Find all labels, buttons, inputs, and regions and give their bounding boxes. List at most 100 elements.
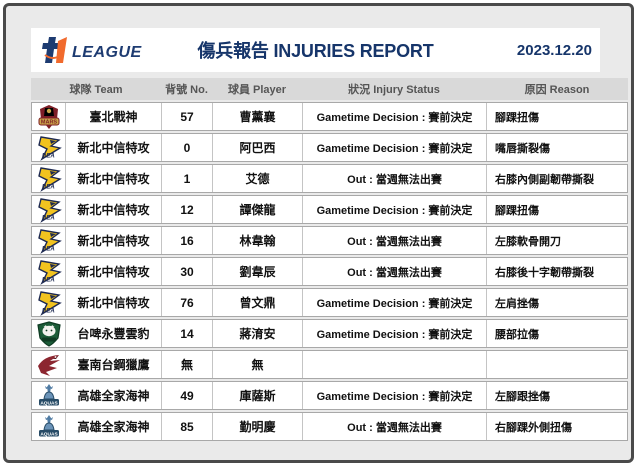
team-logo-cell: AQUAS xyxy=(32,413,66,440)
team-logo-cell: DEA xyxy=(32,227,66,254)
svg-text:AQUAS: AQUAS xyxy=(40,431,58,437)
column-header-team: 球隊 Team xyxy=(69,84,123,96)
table-row: AQUAS 高雄全家海神 85 勤明慶 Out : 當週無法出賽 右腳踝外側扭傷 xyxy=(31,412,628,441)
table-row: AQUAS 高雄全家海神 49 庫薩斯 Gametime Decision : … xyxy=(31,381,628,410)
jersey-number-cell: 57 xyxy=(162,103,213,130)
column-header-player: 球員 Player xyxy=(227,84,287,96)
team-logo-cell: DEA xyxy=(32,196,66,223)
team-logo-cell: AQUAS xyxy=(32,382,66,409)
svg-text:DEA: DEA xyxy=(42,215,55,221)
team-name-cell: 高雄全家海神 xyxy=(66,382,162,409)
jersey-number-cell: 85 xyxy=(162,413,213,440)
team-logo-cell: DEA xyxy=(32,134,66,161)
player-name-cell: 阿巴西 xyxy=(213,134,303,161)
team-logo-cell: DEA xyxy=(32,289,66,316)
dea-logo: DEA xyxy=(36,228,62,254)
team-name-cell: 新北中信特攻 xyxy=(66,289,162,316)
table-row: DEA 新北中信特攻 30 劉韋辰 Out : 當週無法出賽 右膝後十字韌帶撕裂 xyxy=(31,257,628,286)
t1-league-logo: LEAGUE xyxy=(39,35,149,70)
team-name-cell: 新北中信特攻 xyxy=(66,258,162,285)
injury-status-cell: Gametime Decision : 賽前決定 xyxy=(303,382,487,409)
player-name-cell: 庫薩斯 xyxy=(213,382,303,409)
team-logo-cell xyxy=(32,351,66,378)
injury-reason-cell: 右膝後十字韌帶撕裂 xyxy=(495,266,594,279)
team-name-cell: 臺南台鋼獵鷹 xyxy=(66,351,162,378)
team-name-cell: 新北中信特攻 xyxy=(66,227,162,254)
table-row: MARS 臺北戰神 57 曹薰襄 Gametime Decision : 賽前決… xyxy=(31,102,628,131)
player-name-cell: 劉韋辰 xyxy=(213,258,303,285)
jersey-number-cell: 0 xyxy=(162,134,213,161)
leopards-logo xyxy=(36,320,62,347)
svg-text:DEA: DEA xyxy=(42,308,55,314)
team-logo-cell: DEA xyxy=(32,165,66,192)
jersey-number-cell: 16 xyxy=(162,227,213,254)
table-body: MARS 臺北戰神 57 曹薰襄 Gametime Decision : 賽前決… xyxy=(31,102,628,441)
jersey-number-cell: 1 xyxy=(162,165,213,192)
svg-text:DEA: DEA xyxy=(42,277,55,283)
injury-status-cell: Gametime Decision : 賽前決定 xyxy=(303,103,487,130)
injury-reason-cell: 左膝軟骨開刀 xyxy=(495,235,561,248)
injury-status-cell: Gametime Decision : 賽前決定 xyxy=(303,196,487,223)
team-logo-cell xyxy=(32,320,66,347)
injury-reason-cell: 腳踝扭傷 xyxy=(495,111,539,124)
aquas-logo: AQUAS xyxy=(36,414,62,440)
injury-status-cell: Out : 當週無法出賽 xyxy=(303,165,487,192)
ghosthawks-logo xyxy=(36,352,62,378)
injury-reason-cell: 腰部拉傷 xyxy=(495,328,539,341)
player-name-cell: 艾德 xyxy=(213,165,303,192)
injury-reason-cell: 嘴唇撕裂傷 xyxy=(495,142,550,155)
column-header-no: 背號 No. xyxy=(165,84,208,96)
table-row: DEA 新北中信特攻 12 譚傑龍 Gametime Decision : 賽前… xyxy=(31,195,628,224)
team-name-cell: 新北中信特攻 xyxy=(66,196,162,223)
report-header: LEAGUE 傷兵報告 INJURIES REPORT 2023.12.20 xyxy=(31,28,600,72)
jersey-number-cell: 76 xyxy=(162,289,213,316)
injury-status-cell: Out : 當週無法出賽 xyxy=(303,258,487,285)
dea-logo: DEA xyxy=(36,197,62,223)
team-name-cell: 新北中信特攻 xyxy=(66,134,162,161)
page-title: 傷兵報告 INJURIES REPORT xyxy=(197,41,434,61)
team-name-cell: 高雄全家海神 xyxy=(66,413,162,440)
injury-reason-cell xyxy=(487,351,627,378)
team-logo-cell: MARS xyxy=(32,103,66,130)
injury-reason-cell: 左腳跟挫傷 xyxy=(495,390,550,403)
svg-text:DEA: DEA xyxy=(42,153,55,159)
svg-text:DEA: DEA xyxy=(42,246,55,252)
table-row: 臺南台鋼獵鷹 無 無 xyxy=(31,350,628,379)
injury-status-cell xyxy=(303,351,487,378)
injuries-table: 球隊 Team 背號 No. 球員 Player 狀況 Injury Statu… xyxy=(31,78,628,441)
dea-logo: DEA xyxy=(36,259,62,285)
player-name-cell: 無 xyxy=(213,351,303,378)
jersey-number-cell: 無 xyxy=(162,351,213,378)
injury-status-cell: Gametime Decision : 賽前決定 xyxy=(303,134,487,161)
jersey-number-cell: 49 xyxy=(162,382,213,409)
injury-status-cell: Out : 當週無法出賽 xyxy=(303,227,487,254)
injury-reason-cell: 右膝內側副韌帶撕裂 xyxy=(495,173,594,186)
player-name-cell: 林韋翰 xyxy=(213,227,303,254)
injury-reason-cell: 腳踝扭傷 xyxy=(495,204,539,217)
table-row: DEA 新北中信特攻 76 曾文鼎 Gametime Decision : 賽前… xyxy=(31,288,628,317)
team-logo-cell: DEA xyxy=(32,258,66,285)
injury-status-cell: Out : 當週無法出賽 xyxy=(303,413,487,440)
jersey-number-cell: 14 xyxy=(162,320,213,347)
dea-logo: DEA xyxy=(36,290,62,316)
injury-reason-cell: 右腳踝外側扭傷 xyxy=(495,421,572,434)
dea-logo: DEA xyxy=(36,135,62,161)
player-name-cell: 譚傑龍 xyxy=(213,196,303,223)
team-name-cell: 新北中信特攻 xyxy=(66,165,162,192)
player-name-cell: 勤明慶 xyxy=(213,413,303,440)
team-name-cell: 台啤永豐雲豹 xyxy=(66,320,162,347)
table-row: DEA 新北中信特攻 16 林韋翰 Out : 當週無法出賽 左膝軟骨開刀 xyxy=(31,226,628,255)
aquas-logo: AQUAS xyxy=(36,383,62,409)
injury-reason-cell: 左肩挫傷 xyxy=(495,297,539,310)
report-date: 2023.12.20 xyxy=(516,41,592,59)
table-header-row: 球隊 Team 背號 No. 球員 Player 狀況 Injury Statu… xyxy=(31,78,628,100)
player-name-cell: 曹薰襄 xyxy=(213,103,303,130)
injury-status-cell: Gametime Decision : 賽前決定 xyxy=(303,289,487,316)
table-row: 台啤永豐雲豹 14 蔣淯安 Gametime Decision : 賽前決定 腰… xyxy=(31,319,628,348)
jersey-number-cell: 12 xyxy=(162,196,213,223)
svg-text:MARS: MARS xyxy=(40,119,57,125)
player-name-cell: 蔣淯安 xyxy=(213,320,303,347)
jersey-number-cell: 30 xyxy=(162,258,213,285)
svg-text:AQUAS: AQUAS xyxy=(40,400,58,406)
